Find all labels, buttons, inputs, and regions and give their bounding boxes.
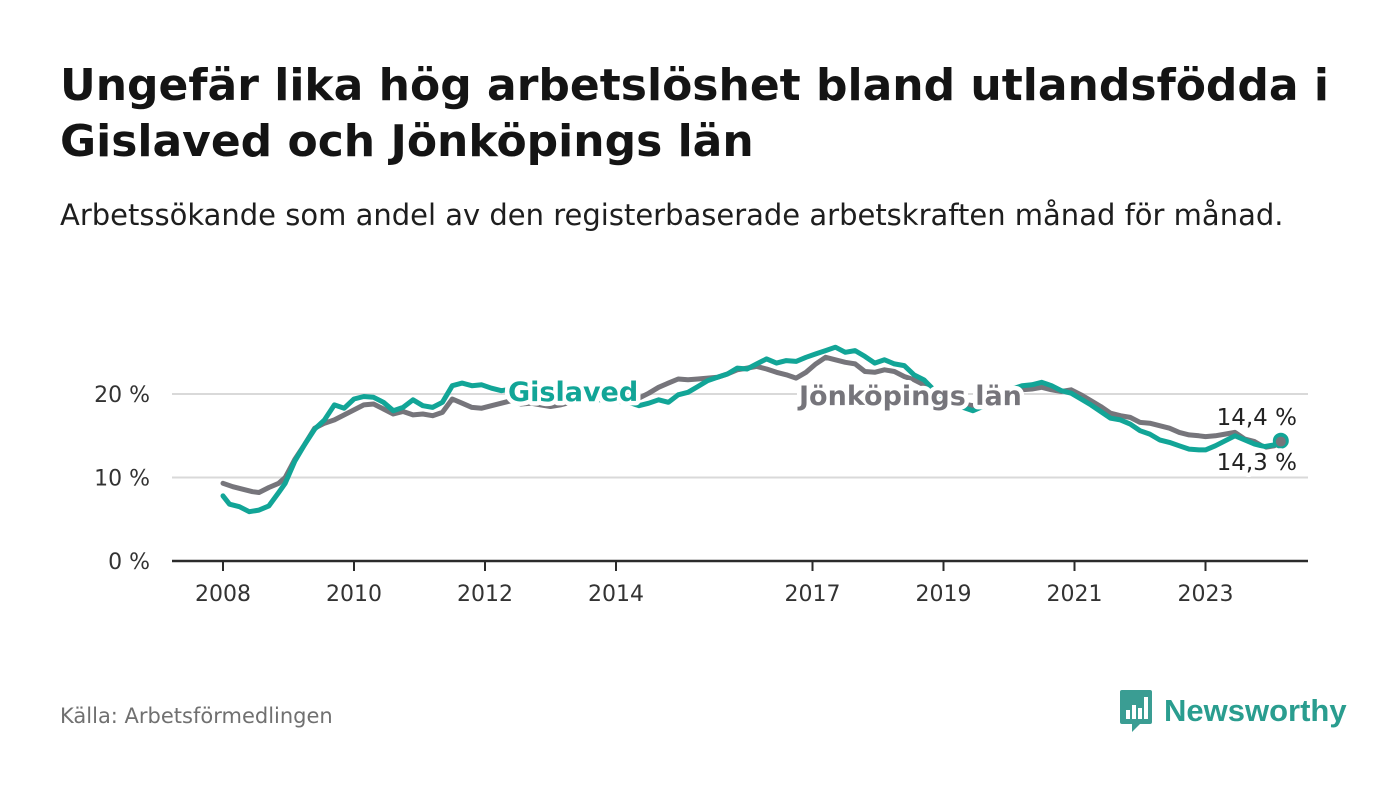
x-tick-label: 2023 [1178,582,1234,607]
x-tick-label: 2012 [457,582,513,607]
source-note: Källa: Arbetsförmedlingen [60,704,333,728]
brand-logo[interactable]: Newsworthy [1118,688,1347,734]
end-value-jonkoping-halo: 14,3 % [1217,450,1297,476]
end-value-gislaved: 14,4 % [1217,405,1297,431]
x-tick-label: 2014 [588,582,644,607]
series-line-jonkoping [220,354,1284,495]
chart-title: Ungefär lika hög arbetslöshet bland utla… [60,60,1330,167]
x-tick-label: 2017 [785,582,841,607]
newsworthy-logo-icon [1120,690,1152,732]
x-tick-label: 2008 [195,582,251,607]
end-value-gislaved-halo: 14,4 % [1217,405,1297,431]
brand-name: Newsworthy [1164,693,1347,728]
series-label-jonkoping: Jönköpings län [797,381,1022,412]
series-line-gislaved [220,344,1284,515]
x-tick-label: 2019 [916,582,972,607]
x-tick-label: 2010 [326,582,382,607]
end-value-jonkoping: 14,3 % [1217,450,1297,476]
series-label-jonkoping-halo: Jönköpings län [797,381,1022,412]
series-label-gislaved: Gislaved [508,377,638,408]
y-tick-label: 20 % [94,383,150,408]
x-tick-label: 2021 [1047,582,1103,607]
series-label-gislaved-halo: Gislaved [508,377,638,408]
chart-subtitle: Arbetssökande som andel av den registerb… [60,198,1284,232]
y-tick-label: 0 % [108,550,150,575]
y-tick-label: 10 % [94,467,150,492]
endpoint-marker-jonkoping [1275,436,1286,447]
